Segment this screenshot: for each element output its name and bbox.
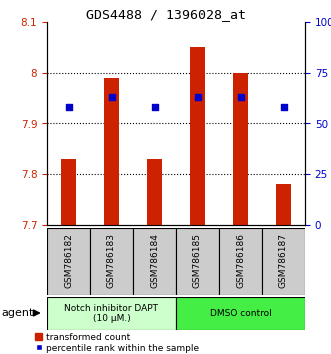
Text: Notch inhibitor DAPT
(10 μM.): Notch inhibitor DAPT (10 μM.) [65,304,159,323]
Bar [147,159,162,225]
Text: DMSO control: DMSO control [210,309,271,318]
Bar [233,73,248,225]
Bar [133,228,176,295]
Bar [219,228,262,295]
Text: GSM786186: GSM786186 [236,233,245,289]
Text: GSM786184: GSM786184 [150,233,159,288]
Point [238,94,243,100]
Point [281,104,286,110]
Point [66,104,71,110]
Text: GSM786187: GSM786187 [279,233,288,289]
Bar [176,297,305,330]
Text: GDS4488 / 1396028_at: GDS4488 / 1396028_at [85,8,246,21]
Bar [61,159,76,225]
Legend: transformed count, percentile rank within the sample: transformed count, percentile rank withi… [35,333,199,353]
Bar [47,228,90,295]
Point [195,94,200,100]
Text: GSM786182: GSM786182 [64,233,73,288]
Text: GSM786185: GSM786185 [193,233,202,289]
Bar [276,184,291,225]
Bar [190,47,205,225]
Text: agent: agent [2,308,34,318]
Bar [104,78,119,225]
Point [109,94,114,100]
Bar [90,228,133,295]
Text: GSM786183: GSM786183 [107,233,116,289]
Bar [176,228,219,295]
Bar [262,228,305,295]
Bar [47,297,176,330]
Point [152,104,157,110]
